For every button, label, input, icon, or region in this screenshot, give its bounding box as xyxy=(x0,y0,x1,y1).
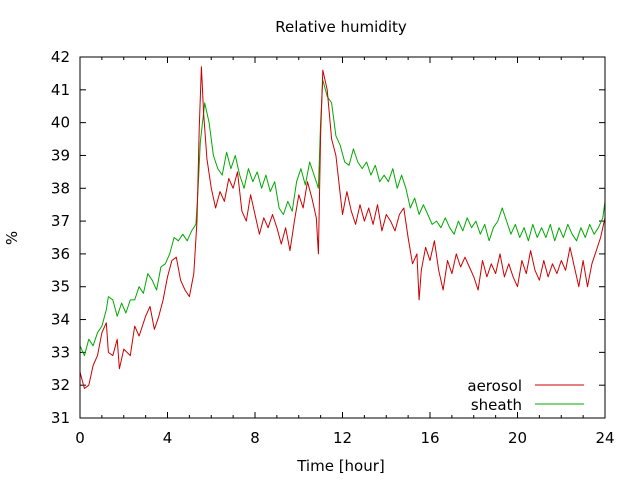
plot-frame xyxy=(79,56,606,419)
y-tick-label: 37 xyxy=(51,212,70,230)
x-tick-label: 16 xyxy=(420,429,439,447)
y-tick-label: 41 xyxy=(51,81,70,99)
x-tick-label: 12 xyxy=(333,429,352,447)
y-tick-label: 32 xyxy=(51,376,70,394)
y-tick-label: 39 xyxy=(51,146,70,164)
y-tick-label: 38 xyxy=(51,179,70,197)
series-layer xyxy=(79,66,606,389)
y-tick-label: 31 xyxy=(51,409,70,427)
y-tick-label: 33 xyxy=(51,343,70,361)
legend: aerosol sheath xyxy=(467,377,584,414)
y-tick-label: 42 xyxy=(51,48,70,66)
x-tick-label: 4 xyxy=(163,429,173,447)
y-tick-label: 35 xyxy=(51,278,70,296)
y-axis-label: % xyxy=(3,231,21,245)
series-line-sheath xyxy=(79,79,606,357)
series-line-aerosol xyxy=(79,66,606,389)
x-tick-label: 0 xyxy=(75,429,85,447)
y-tick-label: 40 xyxy=(51,114,70,132)
chart-title: Relative humidity xyxy=(275,18,407,36)
axis-ticks: 31 32 33 34 35 36 37 38 39 40 41 42 0 4 8 12 16 20 24 xyxy=(51,48,615,447)
y-tick-label: 36 xyxy=(51,245,70,263)
x-axis-label: Time [hour] xyxy=(296,457,385,475)
x-tick-label: 24 xyxy=(595,429,614,447)
y-tick-label: 34 xyxy=(51,311,70,329)
legend-label-aerosol: aerosol xyxy=(467,377,522,395)
legend-label-sheath: sheath xyxy=(471,396,522,414)
x-tick-label: 20 xyxy=(508,429,527,447)
x-tick-label: 8 xyxy=(250,429,260,447)
